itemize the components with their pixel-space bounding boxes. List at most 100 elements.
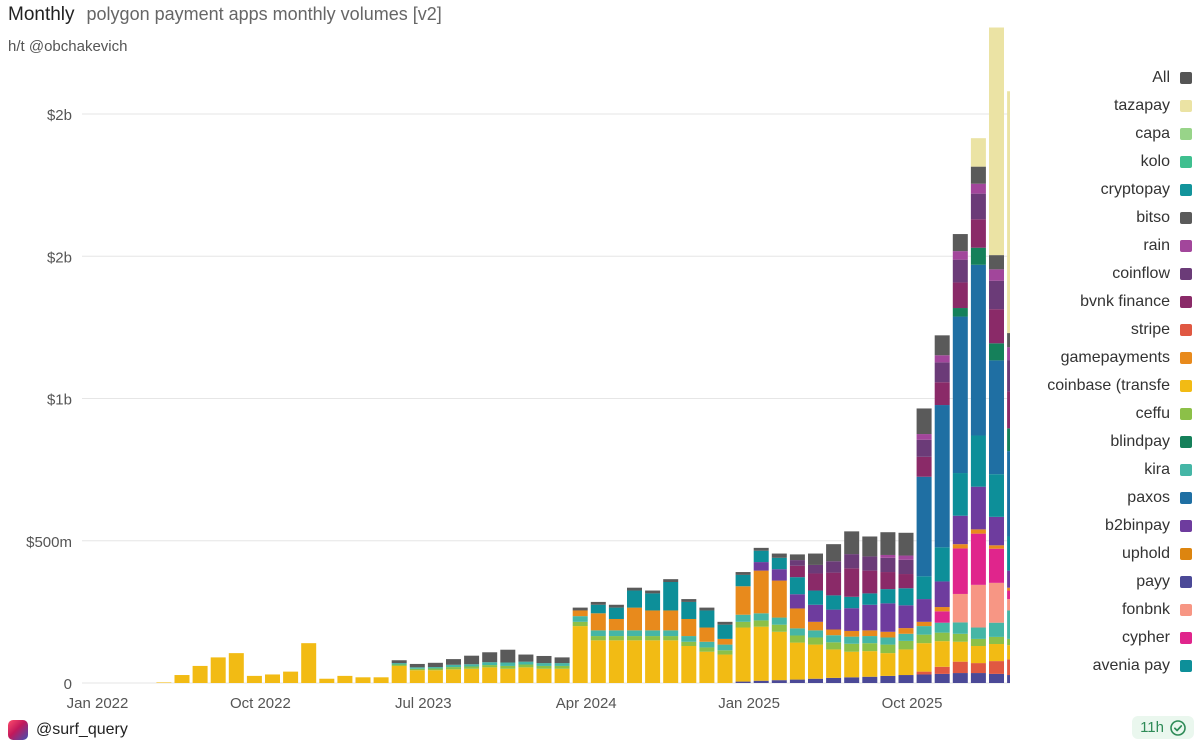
bar-segment[interactable] bbox=[898, 649, 914, 676]
bar-segment[interactable] bbox=[808, 573, 823, 591]
bar-segment[interactable] bbox=[518, 667, 534, 683]
bar-segment[interactable] bbox=[482, 652, 498, 663]
bar-segment[interactable] bbox=[446, 667, 461, 670]
legend-item[interactable]: tazapay bbox=[992, 92, 1192, 120]
bar-segment[interactable] bbox=[735, 681, 751, 683]
bar-segment[interactable] bbox=[844, 596, 860, 609]
bar-segment[interactable] bbox=[735, 586, 751, 615]
bar-segment[interactable] bbox=[808, 637, 823, 645]
bar-segment[interactable] bbox=[590, 640, 606, 683]
bar-segment[interactable] bbox=[934, 666, 950, 674]
legend-item[interactable]: rain bbox=[992, 232, 1192, 260]
legend-item[interactable]: payy bbox=[992, 568, 1192, 596]
bar-segment[interactable] bbox=[645, 590, 661, 594]
bar-segment[interactable] bbox=[627, 640, 642, 683]
bar-segment[interactable] bbox=[717, 621, 733, 625]
bar-segment[interactable] bbox=[989, 360, 1004, 475]
legend-item[interactable]: b2binpay bbox=[992, 512, 1192, 540]
bar-segment[interactable] bbox=[826, 649, 842, 678]
bar-segment[interactable] bbox=[916, 408, 932, 435]
bar-segment[interactable] bbox=[590, 613, 606, 631]
bar-segment[interactable] bbox=[934, 632, 950, 642]
bar-segment[interactable] bbox=[500, 665, 516, 669]
bar-segment[interactable] bbox=[898, 555, 914, 560]
bar-segment[interactable] bbox=[771, 557, 787, 570]
legend-item[interactable]: cryptopay bbox=[992, 176, 1192, 204]
bar-segment[interactable] bbox=[753, 680, 769, 683]
bar-segment[interactable] bbox=[482, 665, 498, 668]
bar-segment[interactable] bbox=[826, 677, 842, 683]
bar-segment[interactable] bbox=[970, 183, 986, 194]
bar-segment[interactable] bbox=[536, 668, 552, 683]
bar-segment[interactable] bbox=[771, 553, 787, 558]
bar-segment[interactable] bbox=[1007, 536, 1010, 571]
bar-segment[interactable] bbox=[265, 674, 280, 683]
bar-segment[interactable] bbox=[753, 547, 769, 551]
bar-segment[interactable] bbox=[916, 439, 932, 457]
bar-segment[interactable] bbox=[391, 665, 407, 683]
bar-segment[interactable] bbox=[608, 618, 624, 631]
bar-segment[interactable] bbox=[464, 668, 480, 683]
bar-segment[interactable] bbox=[970, 264, 986, 436]
bar-segment[interactable] bbox=[970, 533, 986, 585]
bar-segment[interactable] bbox=[898, 628, 914, 634]
legend-item[interactable]: ceffu bbox=[992, 400, 1192, 428]
bar-segment[interactable] bbox=[916, 599, 932, 622]
bar-segment[interactable] bbox=[952, 282, 968, 309]
bar-segment[interactable] bbox=[880, 603, 896, 632]
bar-segment[interactable] bbox=[789, 565, 805, 578]
bar-segment[interactable] bbox=[699, 607, 715, 611]
bar-segment[interactable] bbox=[916, 434, 932, 440]
legend-item[interactable]: cypher bbox=[992, 624, 1192, 652]
bar-segment[interactable] bbox=[989, 622, 1004, 637]
bar-segment[interactable] bbox=[970, 638, 986, 647]
bar-segment[interactable] bbox=[590, 636, 606, 641]
bar-segment[interactable] bbox=[844, 568, 860, 597]
bar-segment[interactable] bbox=[970, 627, 986, 639]
bar-segment[interactable] bbox=[970, 247, 986, 265]
bar-segment[interactable] bbox=[808, 621, 823, 631]
bar-segment[interactable] bbox=[898, 605, 914, 629]
bar-segment[interactable] bbox=[789, 608, 805, 629]
bar-segment[interactable] bbox=[645, 610, 661, 631]
bar-segment[interactable] bbox=[500, 649, 516, 663]
bar-segment[interactable] bbox=[735, 627, 751, 682]
bar-segment[interactable] bbox=[409, 663, 425, 668]
bar-segment[interactable] bbox=[989, 269, 1004, 281]
bar-segment[interactable] bbox=[844, 531, 860, 555]
bar-segment[interactable] bbox=[789, 642, 805, 680]
bar-segment[interactable] bbox=[1007, 570, 1010, 588]
bar-segment[interactable] bbox=[572, 616, 588, 622]
bar-segment[interactable] bbox=[970, 673, 986, 683]
bar-segment[interactable] bbox=[1007, 659, 1010, 676]
bar-segment[interactable] bbox=[1007, 91, 1010, 334]
bar-segment[interactable] bbox=[735, 572, 751, 575]
legend-item[interactable]: capa bbox=[992, 120, 1192, 148]
bar-segment[interactable] bbox=[808, 678, 823, 683]
bar-segment[interactable] bbox=[681, 601, 697, 619]
bar-segment[interactable] bbox=[970, 663, 986, 674]
bar-segment[interactable] bbox=[391, 663, 407, 665]
bar-segment[interactable] bbox=[826, 629, 842, 636]
bar-segment[interactable] bbox=[446, 659, 461, 665]
bar-segment[interactable] bbox=[699, 641, 715, 648]
bar-segment[interactable] bbox=[970, 646, 986, 664]
bar-segment[interactable] bbox=[699, 647, 715, 652]
bar-segment[interactable] bbox=[789, 554, 805, 561]
bar-segment[interactable] bbox=[753, 626, 769, 681]
bar-segment[interactable] bbox=[880, 572, 896, 590]
bar-segment[interactable] bbox=[826, 544, 842, 562]
bar-segment[interactable] bbox=[808, 590, 823, 605]
bar-segment[interactable] bbox=[572, 610, 588, 617]
bar-segment[interactable] bbox=[808, 644, 823, 679]
bar-segment[interactable] bbox=[337, 675, 353, 683]
bar-segment[interactable] bbox=[753, 613, 769, 621]
bar-segment[interactable] bbox=[518, 661, 534, 665]
bar-segment[interactable] bbox=[753, 570, 769, 614]
bar-segment[interactable] bbox=[808, 564, 823, 574]
bar-segment[interactable] bbox=[771, 624, 787, 632]
bar-segment[interactable] bbox=[862, 570, 878, 594]
bar-segment[interactable] bbox=[989, 27, 1004, 256]
bar-segment[interactable] bbox=[627, 590, 642, 608]
bar-segment[interactable] bbox=[862, 643, 878, 652]
